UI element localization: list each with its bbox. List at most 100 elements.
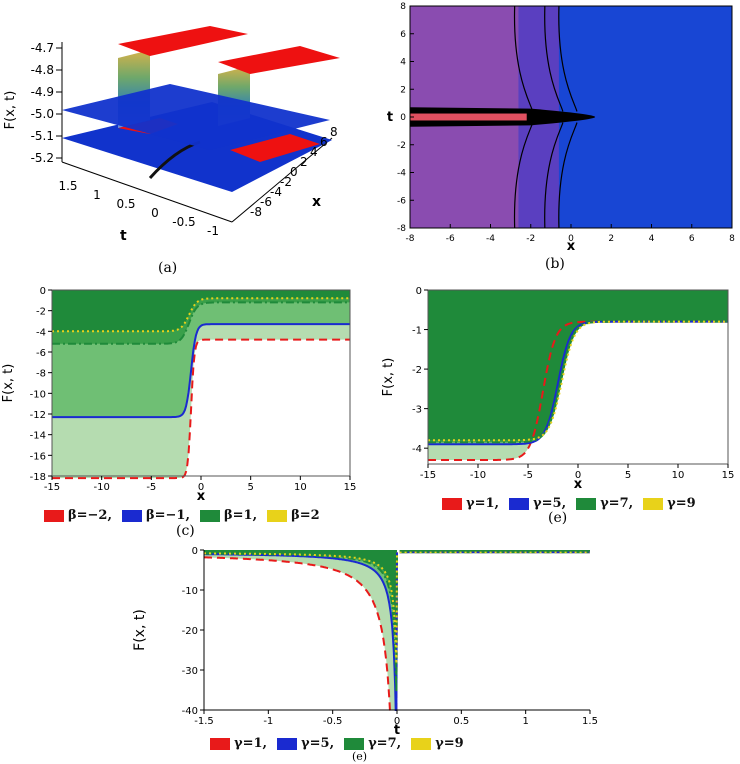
y-tick-label: -1 xyxy=(412,326,422,337)
legend-item: β=−2, xyxy=(44,508,112,523)
legend-item: γ=5, xyxy=(277,736,334,751)
top-plane-right xyxy=(218,46,340,74)
y-tick-label: 2 xyxy=(400,85,406,95)
x-axis-label: x xyxy=(574,477,583,492)
line-chart-c: -15 -10 -5 0 5 10 15 0 -2 -4 -6 -8 -10 -12 -14 -16 -18 x F… xyxy=(1,286,357,502)
x-tick-label: 1.5 xyxy=(582,716,598,727)
legend-label: β=−2, xyxy=(68,508,112,523)
x-tick-label: 8 xyxy=(729,234,735,244)
z-tick-label: -4.7 xyxy=(31,41,54,55)
y-tick-label: -4 xyxy=(397,169,406,179)
x-tick-label: 10 xyxy=(672,470,685,481)
x-tick-label: -15 xyxy=(420,470,436,481)
caption-c: (c) xyxy=(176,523,195,539)
top-plane-left xyxy=(118,26,248,56)
series-area-right xyxy=(399,550,590,554)
x-tick-label: 0.5 xyxy=(453,716,469,727)
caption-b: (b) xyxy=(545,256,565,272)
x-tick-label: 1 xyxy=(522,716,528,727)
x-tick-label: -1 xyxy=(263,716,273,727)
x-tick-label: 5 xyxy=(625,470,631,481)
y-tick-label: -2 xyxy=(397,141,406,151)
y-tick-label: -20 xyxy=(182,626,198,637)
y-tick-label: -6 xyxy=(397,196,406,206)
x-tick-label: 6 xyxy=(689,234,695,244)
legend-label: γ=1, xyxy=(234,736,268,751)
series-line xyxy=(428,320,728,442)
y-tick-label: -10 xyxy=(182,586,198,597)
x-tick-label: 4 xyxy=(310,145,318,159)
legend-swatch xyxy=(576,497,597,510)
z-tick-label: -5.0 xyxy=(31,107,54,121)
caption-d: (e) xyxy=(548,510,568,526)
series-line xyxy=(204,552,398,664)
contour-plot-b: -8 -6 -4 -2 0 2 4 6 8 8 6 4 2 0 -2 -4 -6 -8 x t xyxy=(387,2,735,254)
t-ticks: 1.5 1 0.5 0 -0.5 -1 xyxy=(58,179,219,238)
legend-label: γ=5, xyxy=(533,496,567,511)
x-tick-label: 2 xyxy=(608,234,614,244)
x-tick-label: 0 xyxy=(198,482,204,493)
legend-label: β=1, xyxy=(224,508,258,523)
legend-item: γ=9 xyxy=(411,736,464,751)
x-axis-label: x xyxy=(312,194,321,210)
y-tick-label: 8 xyxy=(400,2,406,12)
x-tick-label: 6 xyxy=(320,135,328,149)
legend-item: γ=7, xyxy=(344,736,401,751)
x-tick-label: 8 xyxy=(330,125,338,139)
x-tick-label: -4 xyxy=(270,185,282,199)
y-tick-label: 0 xyxy=(40,286,46,297)
y-tick-label: -12 xyxy=(30,410,46,421)
legend-item: γ=5, xyxy=(509,496,566,511)
legend-swatch xyxy=(643,497,664,510)
t-tick-label: -0.5 xyxy=(172,215,195,229)
series-line xyxy=(203,552,398,711)
y-tick-label: -16 xyxy=(30,451,46,462)
x-tick-label: -2 xyxy=(526,234,535,244)
x-tick-label: -8 xyxy=(406,234,415,244)
surface-axes xyxy=(61,42,333,223)
y-axis-label: F(x, t) xyxy=(132,609,148,651)
x-tick-label: -4 xyxy=(486,234,495,244)
y-tick-label: -30 xyxy=(182,666,198,677)
series-area xyxy=(52,290,350,332)
legend-swatch xyxy=(442,497,462,510)
x-tick-label: 4 xyxy=(649,234,655,244)
series-line xyxy=(428,320,728,461)
z-tick-label: -5.2 xyxy=(31,151,54,165)
y-tick-label: -18 xyxy=(30,472,46,483)
legend-label: γ=7, xyxy=(600,496,634,511)
x-tick-label: 15 xyxy=(344,482,357,493)
contour-line xyxy=(544,5,564,229)
t-tick-label: 1 xyxy=(93,188,101,202)
t-axis-label: t xyxy=(120,228,127,244)
x-axis-label: x xyxy=(567,239,576,254)
y-tick-label: 4 xyxy=(400,58,406,68)
legend-item: γ=7, xyxy=(576,496,633,511)
legend-e: γ=1, γ=5, γ=7, γ=9 xyxy=(210,736,464,751)
y-tick-label: -8 xyxy=(397,224,406,234)
series-line xyxy=(52,323,350,419)
x-tick-label: -10 xyxy=(470,470,486,481)
surface-plot-a: -4.7 -4.8 -4.9 -5.0 -5.1 -5.2 F(x, t) 1.5 1 0.5… xyxy=(3,26,340,244)
x-tick-label: 0 xyxy=(394,716,400,727)
x-tick-label: -6 xyxy=(260,195,272,209)
y-tick-label: -3 xyxy=(412,405,422,416)
contour-line xyxy=(558,5,578,229)
t-tick-label: -1 xyxy=(207,224,219,238)
bottom-red-strip-right xyxy=(230,134,320,162)
legend-label: γ=5, xyxy=(301,736,335,751)
legend-swatch xyxy=(122,509,142,522)
x-tick-label: -1.5 xyxy=(194,716,214,727)
legend-label: γ=9 xyxy=(667,496,696,511)
x-tick-label: 0 xyxy=(568,234,574,244)
series-area xyxy=(428,290,728,441)
y-tick-label: -4 xyxy=(412,444,422,455)
x-tick-label: -8 xyxy=(250,205,262,219)
series-line xyxy=(52,338,350,480)
z-tick-label: -5.1 xyxy=(31,129,54,143)
x-tick-label: 2 xyxy=(300,155,308,169)
legend-label: γ=7, xyxy=(368,736,402,751)
t-tick-label: 1.5 xyxy=(58,179,77,193)
legend-label: γ=1, xyxy=(466,496,500,511)
x-tick-label: -15 xyxy=(44,482,60,493)
